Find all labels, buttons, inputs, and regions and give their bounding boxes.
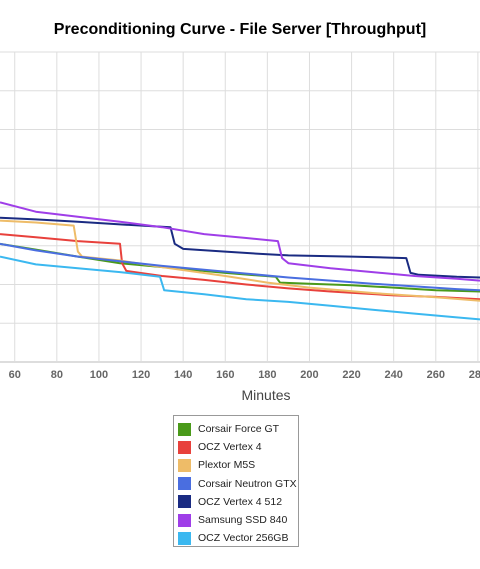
- legend-item: OCZ Vector 256GB: [178, 529, 298, 547]
- legend-item: Corsair Neutron GTX: [178, 475, 298, 493]
- x-tick-labels: 60 80 100 120 140 160 180 200 220 240 260 280: [9, 369, 480, 381]
- x-axis-label: Minutes: [241, 387, 290, 403]
- x-tick-label: 80: [51, 369, 63, 381]
- series-line: [0, 216, 480, 279]
- x-tick-label: 160: [216, 369, 234, 381]
- x-tick-label: 140: [174, 369, 192, 381]
- x-tick-label: 240: [385, 369, 403, 381]
- chart-title: Preconditioning Curve - File Server [Thr…: [53, 21, 427, 38]
- legend-label: OCZ Vector 256GB: [198, 532, 289, 545]
- legend-swatch: [178, 513, 191, 527]
- series-line: [0, 219, 480, 302]
- legend-swatch: [178, 422, 191, 436]
- series-line: [0, 242, 480, 292]
- legend-swatch: [178, 531, 191, 545]
- legend-label: OCZ Vertex 4 512: [198, 495, 283, 508]
- x-tick-label: 280: [469, 369, 480, 381]
- legend-label: Samsung SSD 840: [198, 514, 288, 527]
- legend-item: Corsair Force GT: [178, 420, 298, 438]
- plot-area: 60 80 100 120 140 160 180 200 220 240 260 280 Minut…: [0, 51, 480, 403]
- legend-item: OCZ Vertex 4: [178, 438, 298, 456]
- x-tick-label: 60: [9, 369, 21, 381]
- series-line: [0, 201, 480, 282]
- x-tick-label: 200: [300, 369, 318, 381]
- legend-swatch: [178, 495, 191, 509]
- legend-label: Plextor M5S: [198, 459, 256, 472]
- legend-swatch: [178, 458, 191, 472]
- series-line: [0, 233, 480, 301]
- legend-item: Plextor M5S: [178, 456, 298, 474]
- x-tick-label: 120: [132, 369, 150, 381]
- grid-lines: [0, 51, 480, 363]
- x-tick-label: 260: [427, 369, 445, 381]
- x-tick-label: 180: [258, 369, 276, 381]
- legend: Corsair Force GT OCZ Vertex 4 Plextor M5S C…: [173, 415, 299, 547]
- legend-item: OCZ Vertex 4 512: [178, 493, 298, 511]
- legend-item: Samsung SSD 840: [178, 511, 298, 529]
- x-tick-label: 220: [342, 369, 360, 381]
- legend-swatch: [178, 477, 191, 491]
- legend-label: Corsair Force GT: [198, 423, 280, 436]
- legend-label: Corsair Neutron GTX: [198, 477, 297, 490]
- legend-label: OCZ Vertex 4: [198, 441, 262, 454]
- series-line: [0, 255, 480, 321]
- x-tick-label: 100: [90, 369, 108, 381]
- legend-swatch: [178, 440, 191, 454]
- series-lines: [0, 201, 480, 321]
